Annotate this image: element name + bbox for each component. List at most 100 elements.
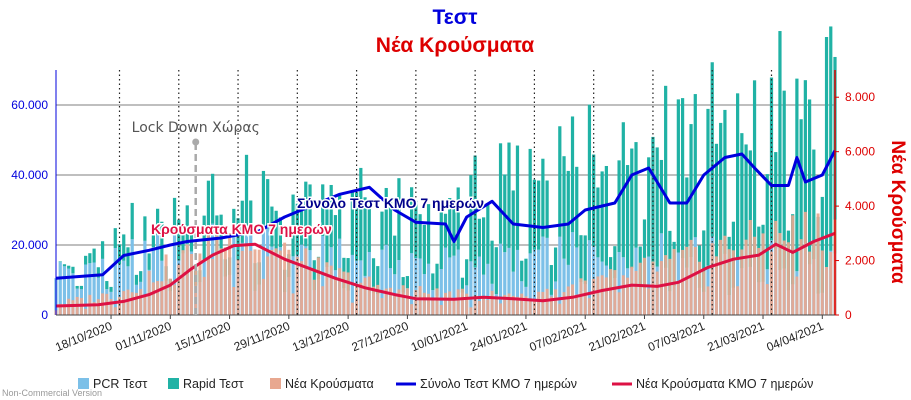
bar-cases — [744, 239, 748, 315]
bar-rapid — [397, 178, 401, 261]
y-right-tick-label: 6.000 — [845, 145, 875, 159]
bar-cases — [490, 290, 494, 315]
bar-cases — [92, 302, 96, 315]
bar-rapid — [769, 77, 774, 241]
bar-rapid — [100, 241, 105, 259]
bar-pcr — [155, 234, 160, 315]
bar-rapid — [765, 174, 769, 270]
legend-label: Νέα Κρούσματα ΚΜΟ 7 ημερών — [636, 377, 813, 391]
legend-swatch — [78, 378, 89, 389]
bar-cases — [626, 277, 630, 315]
bar-rapid — [71, 266, 75, 274]
legend-label: PCR Τεστ — [93, 377, 147, 391]
bar-rapid — [511, 190, 515, 272]
bar-rapid — [393, 235, 397, 275]
bar-rapid — [778, 31, 782, 270]
y-left-tick-label: 20.000 — [11, 238, 48, 252]
bar-rapid — [575, 166, 579, 248]
bar-rapid — [431, 273, 435, 291]
bar-pcr — [443, 247, 448, 315]
bar-rapid — [92, 248, 96, 263]
bar-rapid — [215, 215, 219, 254]
legend-label: Σύνολο Τεστ ΚΜΟ 7 ημερών — [420, 377, 577, 391]
bar-cases — [613, 270, 617, 315]
bar-pcr — [545, 237, 549, 315]
bar-rapid — [278, 217, 282, 248]
bar-cases — [71, 300, 75, 315]
bar-cases — [511, 295, 515, 315]
lockdown-label: Lock Down Χώρας — [132, 120, 260, 136]
bar-cases — [477, 301, 481, 315]
bar-cases — [414, 290, 418, 315]
y-left-tick-label: 40.000 — [11, 168, 48, 182]
bar-rapid — [744, 144, 748, 246]
bar-pcr — [143, 240, 147, 315]
bar-rapid — [490, 240, 494, 284]
x-tick-label: 07/02/2021 — [527, 319, 588, 355]
bar-rapid — [371, 258, 376, 293]
bar-cases — [575, 294, 579, 315]
bar-cases — [173, 284, 177, 315]
bar-pcr — [481, 274, 486, 315]
bar-cases — [537, 291, 541, 315]
bar-cases — [638, 262, 642, 315]
y-left-tick-label: 60.000 — [11, 98, 48, 112]
bar-cases — [312, 279, 316, 315]
bar-rapid — [439, 208, 443, 270]
bar-rapid — [117, 244, 122, 265]
bar-pcr — [384, 244, 388, 315]
bar-rapid — [172, 197, 177, 232]
x-tick-label: 27/12/2020 — [350, 319, 411, 355]
bar-pcr — [511, 271, 515, 315]
bar-rapid — [541, 158, 545, 237]
bar-cases — [460, 288, 464, 315]
bar-rapid — [515, 145, 520, 250]
bar-cases — [634, 270, 638, 315]
bar-rapid — [139, 271, 143, 282]
bar-rapid — [143, 216, 147, 241]
bar-rapid — [723, 109, 727, 254]
bar-rapid — [211, 173, 215, 224]
bar-cases — [698, 261, 702, 315]
bar-pcr — [172, 231, 177, 315]
bar-cases — [786, 242, 790, 315]
bar-cases — [723, 235, 727, 315]
bar-cases — [444, 292, 447, 315]
bar-rapid — [553, 247, 558, 282]
lines-layer — [55, 149, 837, 308]
bar-cases — [139, 289, 143, 315]
bar-rapid — [291, 194, 295, 257]
bar-rapid — [477, 218, 481, 257]
bar-rapid — [748, 150, 752, 267]
bar-cases — [58, 303, 62, 315]
bar-rapid — [84, 255, 88, 265]
annotations: Lock Down Χώρας Σύνολο Τεστ ΚΜΟ 7 ημερών Κ… — [132, 120, 486, 315]
x-tick-label: 24/01/2021 — [468, 319, 529, 355]
bar-rapid — [426, 204, 431, 264]
bar-rapid — [304, 181, 308, 247]
bar-pcr — [541, 236, 545, 315]
bar-cases — [659, 261, 663, 315]
bar-cases — [223, 247, 227, 315]
bar-cases — [782, 240, 786, 315]
bar-cases — [401, 285, 405, 315]
bar-rapid — [151, 230, 155, 248]
x-tick-label: 10/01/2021 — [409, 319, 470, 355]
bar-cases — [545, 288, 549, 315]
bar-cases — [211, 259, 215, 315]
bar-cases — [130, 292, 134, 315]
bar-pcr — [321, 236, 325, 315]
bar-cases — [118, 297, 121, 315]
bar-cases — [257, 249, 261, 315]
bar-rapid — [465, 259, 469, 286]
y-right-axis-label: Νέα Κρούσματα — [887, 140, 908, 284]
x-tick-label: 21/03/2021 — [705, 319, 766, 355]
legend-swatch — [168, 378, 179, 389]
bar-rapid — [498, 143, 503, 244]
cases-line-label: Κρούσματα ΚΜΟ 7 ημερών — [151, 221, 332, 237]
bar-rapid — [376, 266, 380, 295]
bar-cases — [147, 270, 151, 315]
bar-pcr — [291, 256, 295, 315]
bar-rapid — [617, 160, 621, 253]
cases-7day-line — [55, 231, 836, 308]
